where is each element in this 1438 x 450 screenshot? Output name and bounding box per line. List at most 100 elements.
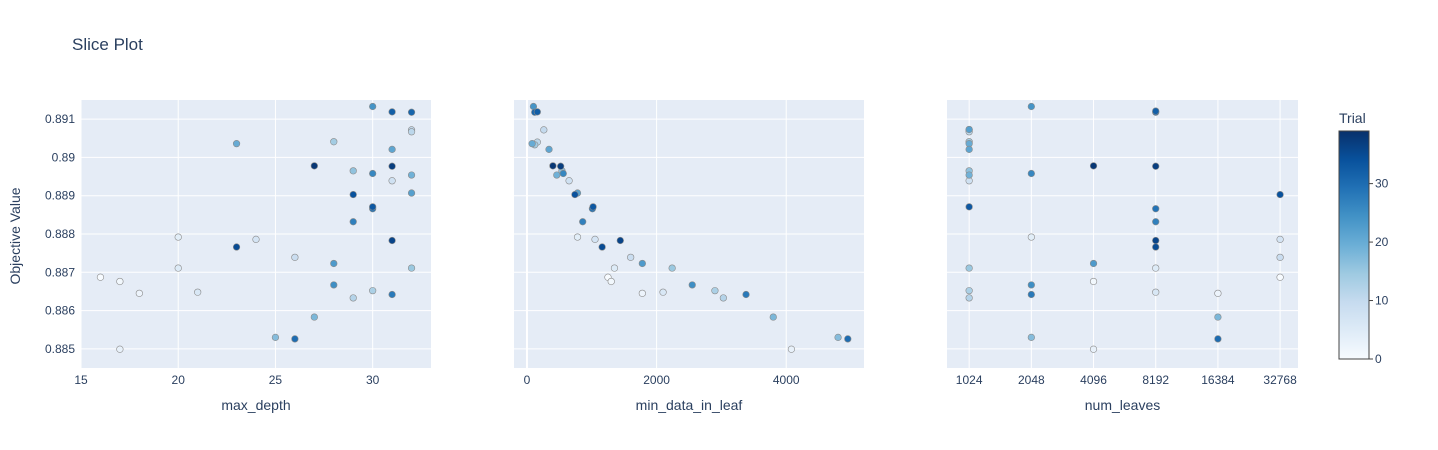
data-point bbox=[388, 236, 396, 245]
y-tick-label: 0.89 bbox=[52, 150, 76, 164]
data-point bbox=[688, 281, 696, 289]
data-point bbox=[349, 190, 357, 199]
data-point bbox=[1214, 335, 1222, 343]
data-point bbox=[388, 177, 396, 185]
data-point bbox=[1152, 288, 1160, 296]
y-tick-label: 0.888 bbox=[45, 227, 75, 241]
data-point bbox=[965, 145, 973, 153]
colorbar: Trial 0 10 20 30 bbox=[1338, 110, 1389, 366]
data-point bbox=[1027, 333, 1035, 341]
x-tick-label: 4000 bbox=[773, 373, 800, 387]
data-point bbox=[369, 169, 377, 178]
data-point bbox=[1027, 233, 1035, 241]
data-point bbox=[369, 287, 377, 295]
x-tick-label: 1024 bbox=[956, 373, 983, 387]
data-point bbox=[1089, 277, 1098, 286]
data-point bbox=[668, 264, 676, 272]
x-tick-label: 2048 bbox=[1018, 373, 1045, 387]
x-tick-label: 20 bbox=[172, 373, 186, 387]
data-point bbox=[1152, 162, 1160, 170]
data-point bbox=[589, 203, 597, 211]
data-point bbox=[965, 125, 973, 134]
x-tick-label: 2000 bbox=[643, 373, 670, 387]
data-point bbox=[349, 294, 357, 302]
data-point bbox=[834, 333, 842, 341]
data-point bbox=[638, 289, 646, 297]
data-point bbox=[135, 289, 143, 297]
data-point bbox=[1152, 264, 1160, 272]
data-point bbox=[769, 313, 777, 321]
data-point bbox=[591, 235, 599, 243]
data-point bbox=[598, 243, 606, 251]
colorbar-title: Trial bbox=[1339, 110, 1366, 126]
data-point bbox=[573, 233, 582, 241]
data-point bbox=[1027, 102, 1035, 111]
data-point bbox=[1027, 169, 1035, 178]
data-point bbox=[310, 313, 318, 321]
colorbar-tick-label: 20 bbox=[1375, 235, 1389, 249]
data-point bbox=[1027, 281, 1035, 289]
data-point bbox=[330, 259, 338, 268]
data-point bbox=[369, 203, 377, 211]
data-point bbox=[787, 345, 796, 353]
data-point bbox=[291, 253, 299, 261]
subplot-max_depth: 0.885 0.886 0.887 0.888 0.889 0.89 0.891 15 20 25… bbox=[45, 100, 431, 413]
data-point bbox=[1152, 205, 1160, 213]
data-point bbox=[271, 333, 280, 341]
data-point bbox=[349, 218, 357, 226]
data-point bbox=[407, 264, 416, 272]
subplot-min_data_in_leaf: 0 2000 4000 min_data_in_leaf bbox=[514, 100, 864, 413]
colorbar-tick-label: 0 bbox=[1375, 352, 1382, 366]
x-axis-label: min_data_in_leaf bbox=[636, 397, 743, 413]
x-tick-label: 0 bbox=[524, 373, 531, 387]
y-tick-label: 0.886 bbox=[45, 304, 75, 318]
data-point bbox=[1152, 107, 1160, 115]
data-point bbox=[388, 145, 396, 153]
data-point bbox=[559, 169, 567, 178]
x-tick-label: 16384 bbox=[1201, 373, 1235, 387]
data-point bbox=[1152, 236, 1160, 245]
data-point bbox=[116, 345, 124, 353]
data-point bbox=[1214, 289, 1222, 297]
y-tick-label: 0.885 bbox=[45, 342, 75, 356]
data-point bbox=[174, 233, 182, 241]
data-point bbox=[291, 335, 299, 343]
data-point bbox=[528, 140, 536, 148]
data-point bbox=[388, 162, 396, 170]
data-point bbox=[349, 167, 357, 175]
colorbar-tick-label: 30 bbox=[1375, 177, 1389, 191]
data-point bbox=[1152, 218, 1160, 226]
data-point bbox=[1089, 162, 1098, 170]
data-point bbox=[232, 140, 241, 148]
y-tick-label: 0.891 bbox=[45, 112, 75, 126]
data-point bbox=[407, 128, 416, 136]
data-point bbox=[96, 273, 105, 281]
x-tick-label: 4096 bbox=[1080, 373, 1107, 387]
data-point bbox=[1214, 313, 1222, 321]
data-point bbox=[579, 218, 587, 226]
data-point bbox=[174, 264, 182, 272]
chart-title: Slice Plot bbox=[72, 35, 143, 54]
data-point bbox=[116, 277, 124, 286]
data-point bbox=[659, 288, 667, 296]
data-point bbox=[965, 264, 973, 272]
data-point bbox=[1152, 243, 1160, 251]
subplot-num_leaves: 1024 2048 4096 8192 16384 32768 num_leaves bbox=[947, 100, 1298, 413]
data-point bbox=[540, 126, 548, 134]
data-point bbox=[252, 235, 260, 243]
data-point bbox=[610, 264, 619, 272]
data-point bbox=[388, 290, 396, 299]
x-tick-label: 15 bbox=[74, 373, 88, 387]
data-point bbox=[965, 294, 973, 302]
data-point bbox=[330, 138, 338, 146]
data-point bbox=[388, 108, 396, 116]
data-point bbox=[549, 162, 557, 170]
data-point bbox=[553, 171, 561, 179]
data-point bbox=[533, 108, 541, 116]
y-tick-label: 0.887 bbox=[45, 265, 75, 279]
data-point bbox=[369, 102, 377, 111]
data-point bbox=[1089, 259, 1098, 268]
data-point bbox=[1027, 290, 1035, 299]
data-point bbox=[310, 162, 318, 170]
